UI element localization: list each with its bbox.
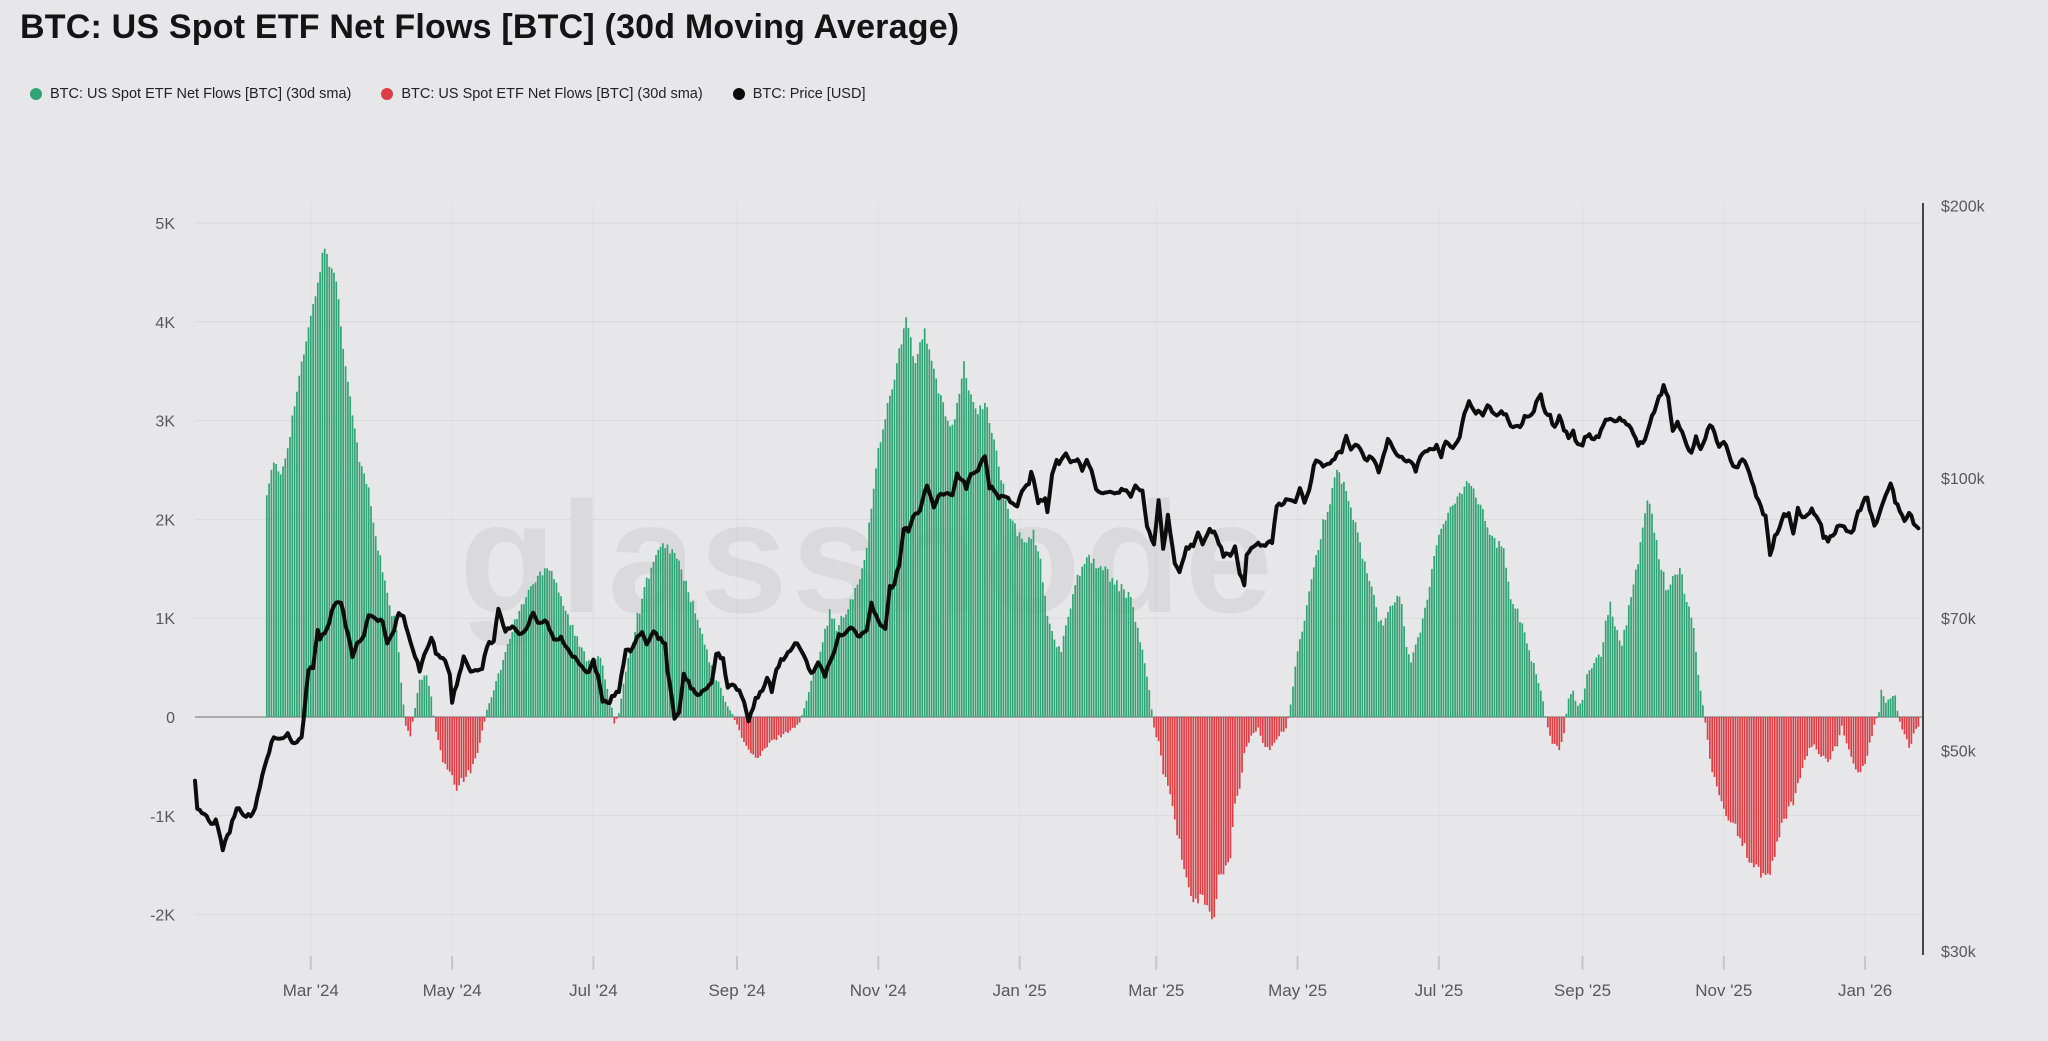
y-right-tick-label: $70k: [1941, 611, 1977, 628]
x-tick-label: May '25: [1268, 981, 1327, 1000]
x-tick-label: Mar '25: [1128, 981, 1184, 1000]
netflow-bars: [265, 248, 1920, 920]
chart-legend: BTC: US Spot ETF Net Flows [BTC] (30d sm…: [30, 86, 865, 102]
right-axis-labels: $200k $100k $70k $50k $30k: [1941, 199, 1986, 962]
x-tick-label: Sep '25: [1554, 981, 1611, 1000]
netflow-bars-negative: [404, 717, 1920, 920]
legend-item-netflows-positive[interactable]: BTC: US Spot ETF Net Flows [BTC] (30d sm…: [30, 86, 351, 102]
legend-label: BTC: US Spot ETF Net Flows [BTC] (30d sm…: [401, 86, 703, 102]
legend-dot-green-icon: [30, 88, 42, 100]
y-right-tick-label: $200k: [1941, 199, 1986, 216]
legend-dot-black-icon: [732, 88, 745, 100]
y-left-tick-label: 3K: [155, 414, 175, 431]
legend-item-price[interactable]: BTC: Price [USD]: [732, 86, 866, 102]
x-tick-label: Jul '25: [1415, 981, 1464, 1000]
legend-label: BTC: US Spot ETF Net Flows [BTC] (30d sm…: [50, 86, 352, 102]
legend-dot-red-icon: [381, 88, 394, 100]
y-left-tick-label: -1K: [150, 809, 175, 826]
legend-item-netflows-negative[interactable]: BTC: US Spot ETF Net Flows [BTC] (30d sm…: [381, 86, 703, 102]
y-left-tick-label: -2K: [150, 908, 175, 925]
x-axis-labels: Mar '24 May '24 Jul '24 Sep '24 Nov '24 Jan '…: [283, 956, 1892, 1000]
y-right-tick-label: $30k: [1941, 944, 1977, 961]
x-tick-label: Jul '24: [569, 981, 618, 1000]
y-left-tick-label: 5K: [155, 216, 175, 233]
x-tick-label: Sep '24: [708, 981, 765, 1000]
y-left-tick-label: 1K: [155, 611, 175, 628]
x-tick-label: Nov '25: [1695, 981, 1752, 1000]
chart-title: BTC: US Spot ETF Net Flows [BTC] (30d Mo…: [20, 8, 960, 46]
x-tick-label: Mar '24: [283, 981, 339, 1000]
legend-label: BTC: Price [USD]: [752, 86, 866, 102]
x-tick-label: Nov '24: [850, 981, 907, 1000]
x-tick-label: Jan '25: [992, 981, 1046, 1000]
x-tick-label: Jan '26: [1838, 981, 1892, 1000]
left-axis-labels: 5K 4K 3K 2K 1K 0 -1K -2K: [150, 216, 175, 925]
y-right-tick-label: $50k: [1941, 743, 1977, 760]
netflow-bars-positive: [265, 248, 1899, 717]
price-line-path: [193, 383, 1921, 853]
y-right-tick-label: $100k: [1941, 471, 1986, 488]
x-tick-label: May '24: [423, 981, 482, 1000]
y-left-tick-label: 4K: [155, 315, 175, 332]
price-line: [193, 383, 1921, 853]
y-left-tick-label: 0: [166, 710, 175, 727]
y-left-tick-label: 2K: [155, 512, 175, 529]
